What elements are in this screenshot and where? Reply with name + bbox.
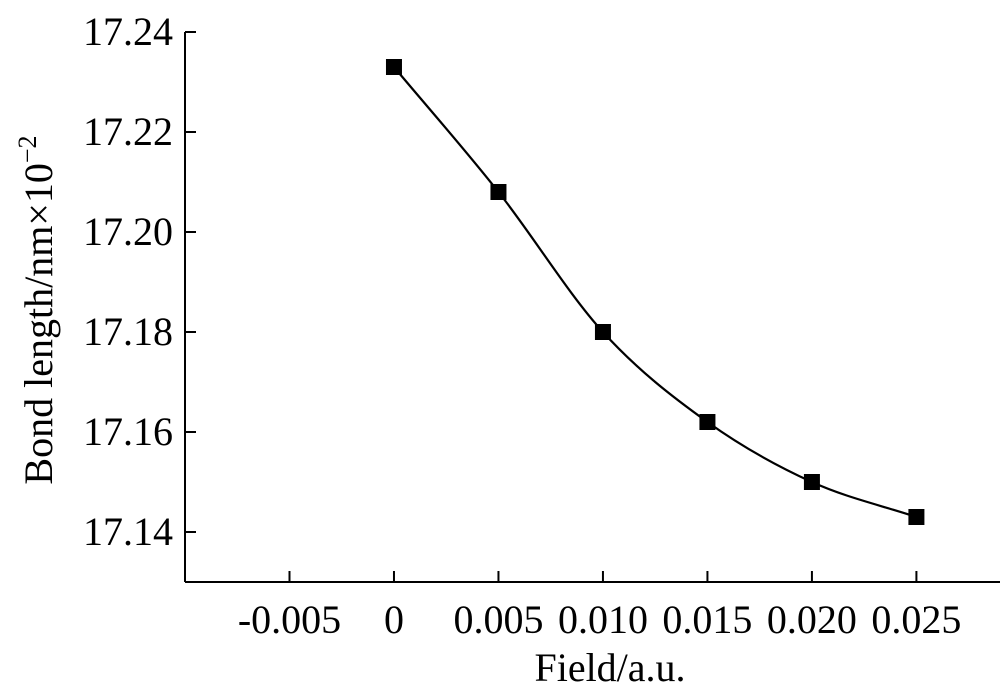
data-point [699, 414, 716, 430]
y-tick-label: 17.14 [83, 509, 173, 554]
axes [184, 32, 1000, 583]
fitted-curve [393, 66, 917, 519]
data-point [803, 474, 820, 490]
data-point [594, 324, 611, 340]
data-markers [385, 59, 925, 525]
data-point [908, 509, 925, 525]
x-ticks: -0.005 0 0.005 0.010 0.015 0.020 0.025 [238, 571, 961, 642]
x-tick-label: 0.015 [662, 597, 752, 642]
y-ticks: 17.14 17.16 17.18 17.20 17.22 17.24 [83, 9, 196, 554]
y-axis-title-exponent: −2 [13, 135, 42, 163]
x-tick-label: 0.010 [558, 597, 648, 642]
x-axis-title: Field/a.u. [534, 645, 685, 690]
y-tick-label: 17.22 [83, 109, 173, 154]
x-tick-label: 0.025 [871, 597, 961, 642]
data-point [385, 59, 402, 75]
x-tick-label: 0.020 [767, 597, 857, 642]
data-point [490, 184, 507, 200]
y-tick-label: 17.18 [83, 309, 173, 354]
y-axis-title-main: Bond length/nm×10 [16, 163, 61, 484]
y-tick-label: 17.24 [83, 9, 173, 54]
y-axis-title: Bond length/nm×10−2 [13, 135, 61, 484]
x-tick-label: 0.005 [453, 597, 543, 642]
y-tick-label: 17.16 [83, 409, 173, 454]
x-tick-label: -0.005 [238, 597, 341, 642]
x-tick-label: 0 [384, 597, 404, 642]
y-tick-label: 17.20 [83, 209, 173, 254]
